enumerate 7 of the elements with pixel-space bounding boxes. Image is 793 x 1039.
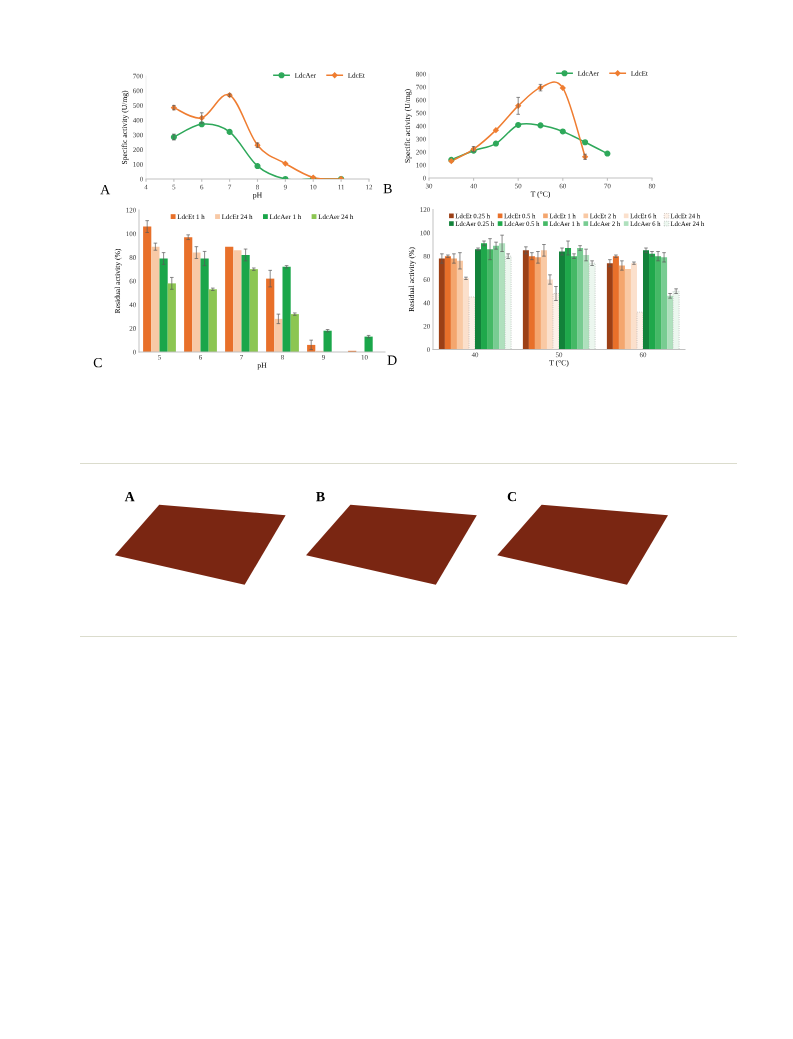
text: B [316,492,325,502]
text: B [383,184,392,194]
text: A [124,491,135,502]
text: D [387,355,397,365]
text: C [93,358,102,368]
text: C [507,491,517,502]
text: A [100,185,111,195]
